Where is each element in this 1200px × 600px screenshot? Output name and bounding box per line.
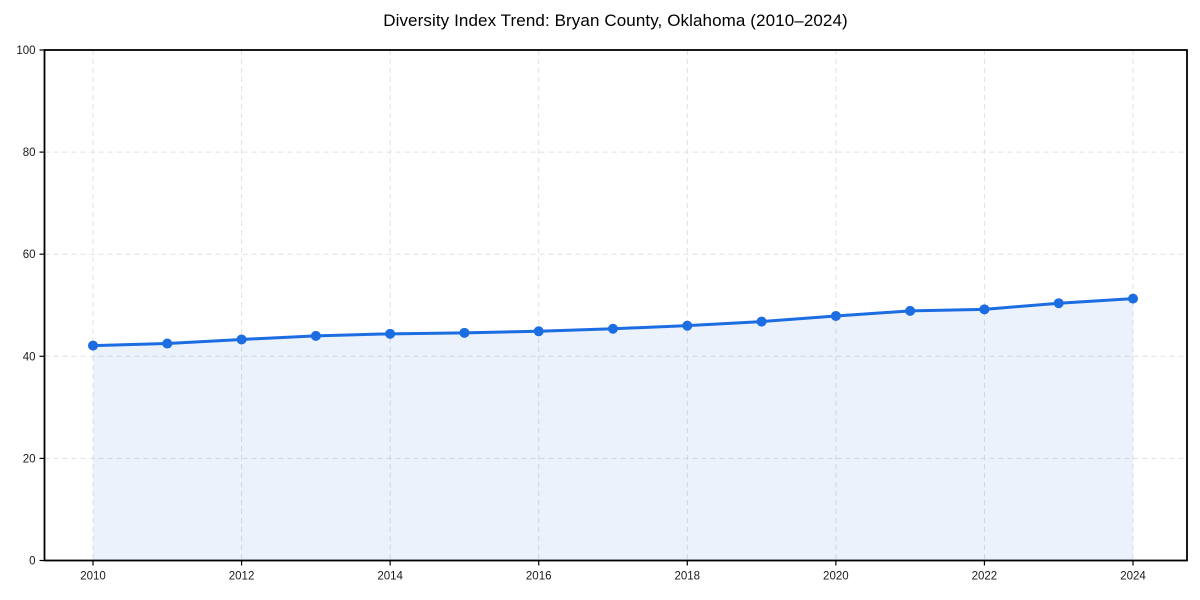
data-point-2015	[459, 327, 470, 338]
x-tick-label: 2024	[1120, 571, 1146, 583]
x-tick-label: 2012	[229, 571, 255, 583]
plot-border	[43, 49, 1188, 562]
data-point-2022	[979, 304, 990, 315]
x-tick-label: 2016	[526, 571, 552, 583]
x-tick-label: 2010	[80, 571, 106, 583]
data-point-2014	[385, 328, 396, 339]
y-tick-label: 60	[23, 249, 36, 261]
x-tick-label: 2022	[972, 571, 998, 583]
x-tick-label: 2014	[377, 571, 403, 583]
data-point-2018	[682, 320, 693, 331]
data-point-2024	[1128, 293, 1138, 304]
data-point-2023	[1053, 298, 1064, 309]
data-point-2020	[830, 310, 841, 321]
x-tick-label: 2020	[823, 571, 849, 583]
data-point-2012	[236, 334, 247, 345]
data-point-2021	[905, 305, 916, 316]
data-point-2010	[88, 340, 98, 351]
data-point-2016	[533, 326, 544, 337]
data-point-2017	[608, 323, 618, 334]
data-point-2011	[162, 338, 173, 349]
data-point-2013	[310, 330, 321, 341]
y-tick-label: 20	[23, 453, 36, 465]
y-tick-label: 80	[23, 147, 36, 159]
y-tick-label: 0	[29, 556, 35, 568]
y-tick-label: 40	[23, 351, 36, 363]
series-area-fill	[93, 298, 1133, 561]
x-tick-label: 2018	[674, 571, 700, 583]
chart-title: Diversity Index Trend: Bryan County, Okl…	[383, 11, 848, 30]
y-tick-label: 100	[16, 45, 35, 57]
data-point-2019	[756, 316, 767, 327]
